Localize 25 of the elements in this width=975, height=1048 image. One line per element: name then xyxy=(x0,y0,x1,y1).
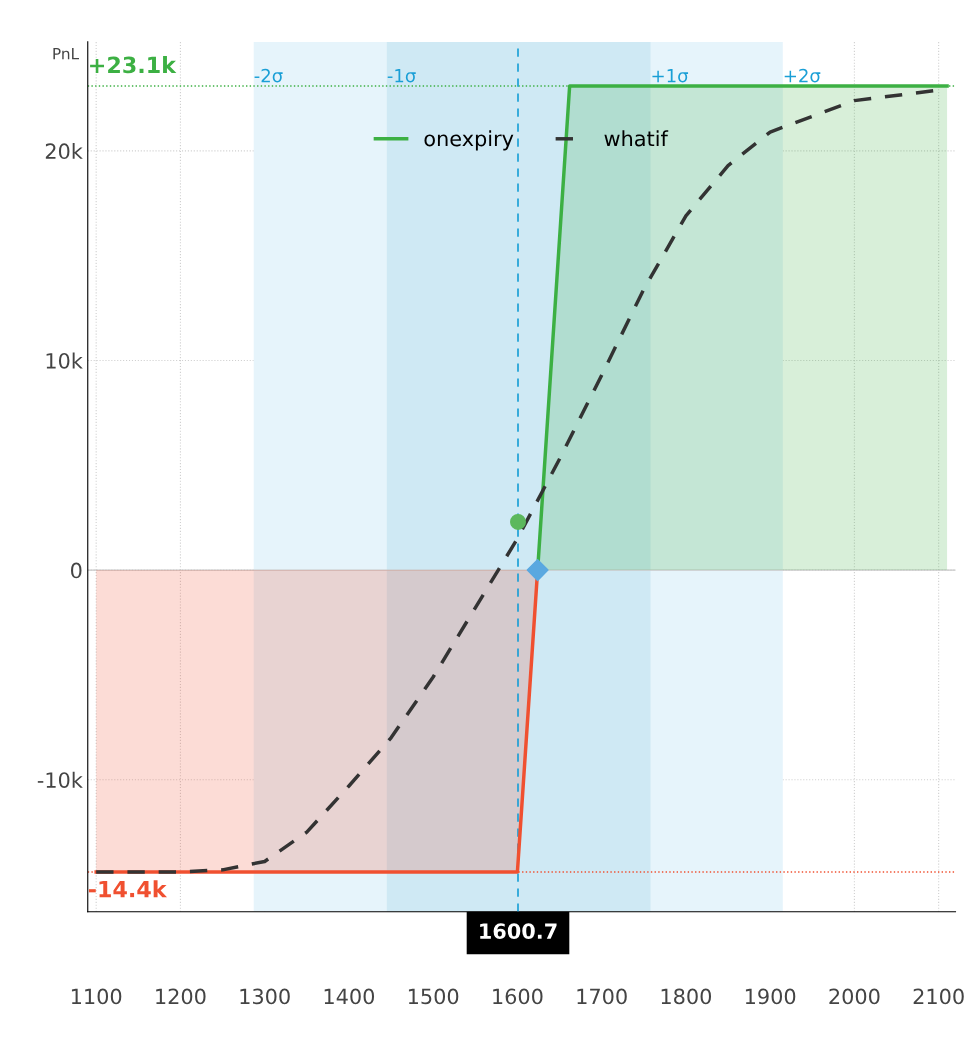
y-tick-label: 10k xyxy=(46,352,83,369)
y-tick-label: -10k xyxy=(37,771,83,788)
x-tick-label: 1100 xyxy=(71,988,122,1005)
y-axis-title: PnL xyxy=(53,48,79,60)
annotation: +1σ xyxy=(652,69,689,83)
x-tick-label: 1500 xyxy=(408,988,459,1005)
ref-line-label: 1600.7 xyxy=(480,923,557,939)
x-tick-label: 1300 xyxy=(240,988,290,1005)
x-tick-label: 1900 xyxy=(745,988,796,1005)
ref-line-label: +23.1k xyxy=(90,56,177,74)
ref-line-label: -14.4k xyxy=(88,880,167,898)
y-tick-label: 20k xyxy=(45,143,83,160)
x-tick-label: 1700 xyxy=(577,988,627,1005)
annotation: -2σ xyxy=(254,68,283,83)
x-tick-label: 1800 xyxy=(661,988,712,1005)
y-tick-label: 0 xyxy=(71,562,82,579)
annotation: +2σ xyxy=(784,68,821,83)
x-tick-label: 2000 xyxy=(829,988,880,1005)
x-tick-label: 1600 xyxy=(493,988,543,1005)
x-tick-label: 1200 xyxy=(156,988,206,1005)
annotation: -1σ xyxy=(387,69,416,83)
x-tick-label: 1400 xyxy=(324,988,375,1005)
x-tick-label: 2100 xyxy=(913,988,964,1005)
legend-label: onexpiry xyxy=(424,130,514,151)
legend-label: whatif xyxy=(604,130,669,147)
